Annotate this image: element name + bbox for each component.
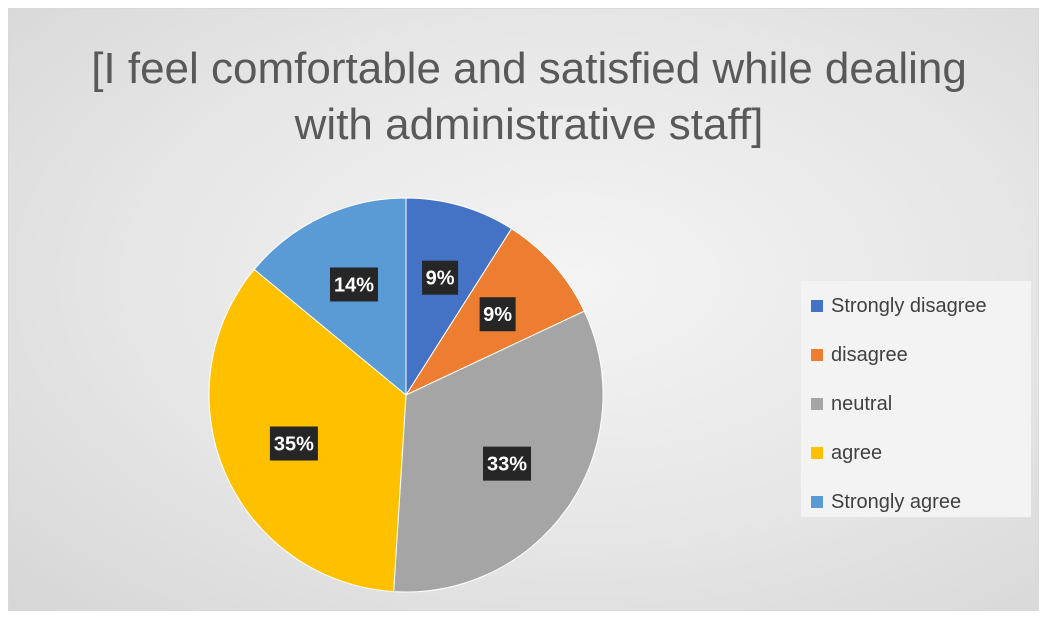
data-label-neutral: 33% <box>483 446 532 481</box>
legend-item-agree: agree <box>811 440 882 466</box>
legend-label-agree: agree <box>831 441 883 464</box>
legend-item-strongly-disagree: Strongly disagree <box>811 293 987 319</box>
legend-item-disagree: disagree <box>811 342 908 368</box>
legend-swatch-strongly-agree <box>811 496 823 508</box>
svg-text:33%: 33% <box>487 454 527 476</box>
data-label-agree: 35% <box>269 426 318 461</box>
pie-slice-strongly-disagree <box>405 197 513 397</box>
legend: Strongly disagree disagree neutral agree Str… <box>801 281 1031 517</box>
legend-swatch-neutral <box>811 398 823 410</box>
data-label-strongly-disagree: 9% <box>422 260 459 295</box>
svg-text:9%: 9% <box>483 304 512 326</box>
legend-label-strongly-disagree: Strongly disagree <box>831 294 987 317</box>
legend-swatch-strongly-disagree <box>811 300 823 312</box>
legend-item-strongly-agree: Strongly agree <box>811 489 961 515</box>
legend-swatch-disagree <box>811 349 823 361</box>
svg-text:14%: 14% <box>334 274 374 296</box>
svg-text:35%: 35% <box>274 434 314 456</box>
legend-label-neutral: neutral <box>831 392 893 415</box>
legend-label-disagree: disagree <box>831 343 908 366</box>
chart-title: [I feel comfortable and satisfied while … <box>91 44 967 149</box>
legend-label-strongly-agree: Strongly agree <box>831 490 962 513</box>
svg-text:9%: 9% <box>426 268 455 290</box>
chart-area: [I feel comfortable and satisfied while … <box>8 8 1039 611</box>
data-label-disagree: 9% <box>479 297 516 332</box>
pie-chart: 9% 9% 33% 35% 14% <box>208 197 604 593</box>
data-label-strongly-agree: 14% <box>329 267 378 302</box>
legend-item-neutral: neutral <box>811 391 892 417</box>
legend-swatch-agree <box>811 447 823 459</box>
